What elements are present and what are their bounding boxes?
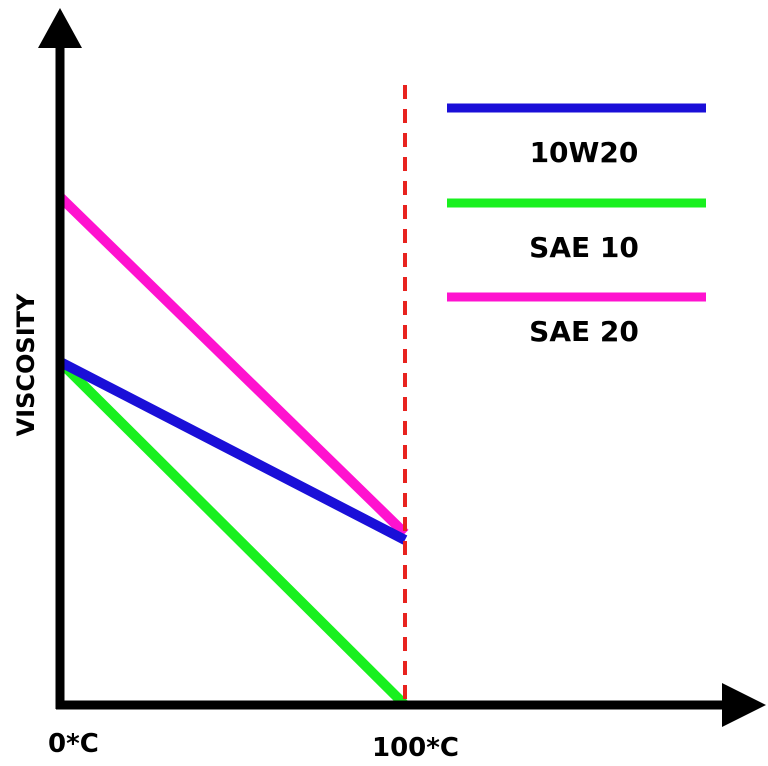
legend-label-10w20: 10W20 [530,136,639,169]
y-axis-arrow [38,8,82,48]
legend-label-sae-20: SAE 20 [529,315,639,348]
series-line-sae-20 [56,193,409,537]
x-tick-label-0: 0*C [48,729,99,759]
x-axis-arrow [722,683,766,727]
legend-label-sae-10: SAE 10 [529,231,639,264]
series-line-sae-10 [56,358,409,709]
legend: 10W20 SAE 10 SAE 20 [447,103,706,348]
y-axis-label: VISCOSITY [12,293,40,436]
x-tick-label-100: 100*C [372,733,459,763]
series-line-10w20 [57,357,408,545]
